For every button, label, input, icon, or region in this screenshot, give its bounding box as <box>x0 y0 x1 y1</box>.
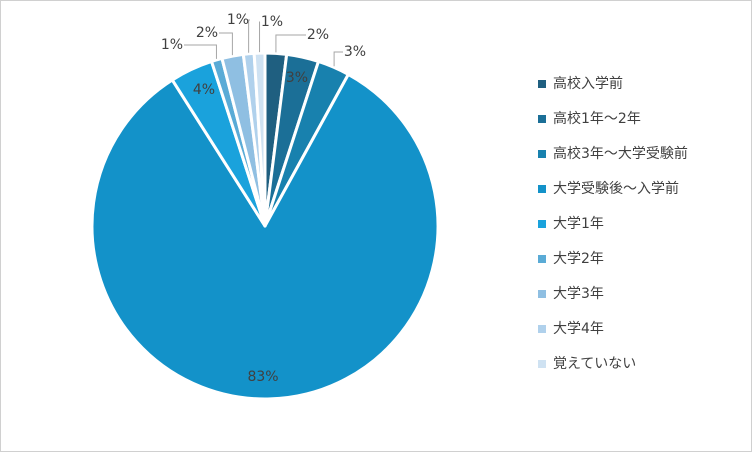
data-label: 3% <box>344 44 366 60</box>
legend-label: 高校3年〜大学受験前 <box>553 145 688 162</box>
pie-slice <box>90 72 440 401</box>
data-label: 2% <box>196 25 218 41</box>
legend-marker <box>538 290 546 298</box>
legend-label: 覚えていない <box>553 356 636 372</box>
legend-marker <box>538 255 546 263</box>
data-label: 1% <box>227 12 249 28</box>
data-label: 4% <box>193 82 215 98</box>
leader-line <box>184 44 217 59</box>
leader-line <box>219 32 233 56</box>
data-label: 2% <box>307 27 329 43</box>
legend-marker <box>538 115 546 123</box>
legend-label: 大学1年 <box>553 216 604 232</box>
pie-slice <box>252 51 267 228</box>
legend-label: 大学4年 <box>553 321 604 337</box>
legend-label: 高校入学前 <box>553 75 623 92</box>
legend-marker <box>538 150 546 158</box>
legend-marker <box>538 360 546 368</box>
legend-label: 大学3年 <box>553 286 604 302</box>
data-label: 1% <box>261 14 283 30</box>
legend-marker <box>538 185 546 193</box>
leader-line <box>333 51 343 67</box>
legend-label: 高校1年〜2年 <box>553 110 641 127</box>
legend-label: 大学2年 <box>553 251 604 267</box>
legend-marker <box>538 220 546 228</box>
leader-line <box>275 34 306 53</box>
leader-line <box>248 19 250 53</box>
legend-label: 大学受験後〜入学前 <box>553 180 679 197</box>
data-label: 3% <box>286 70 308 86</box>
data-label: 1% <box>161 37 183 53</box>
legend-marker <box>538 80 546 88</box>
data-label: 83% <box>247 369 278 385</box>
legend-marker <box>538 325 546 333</box>
